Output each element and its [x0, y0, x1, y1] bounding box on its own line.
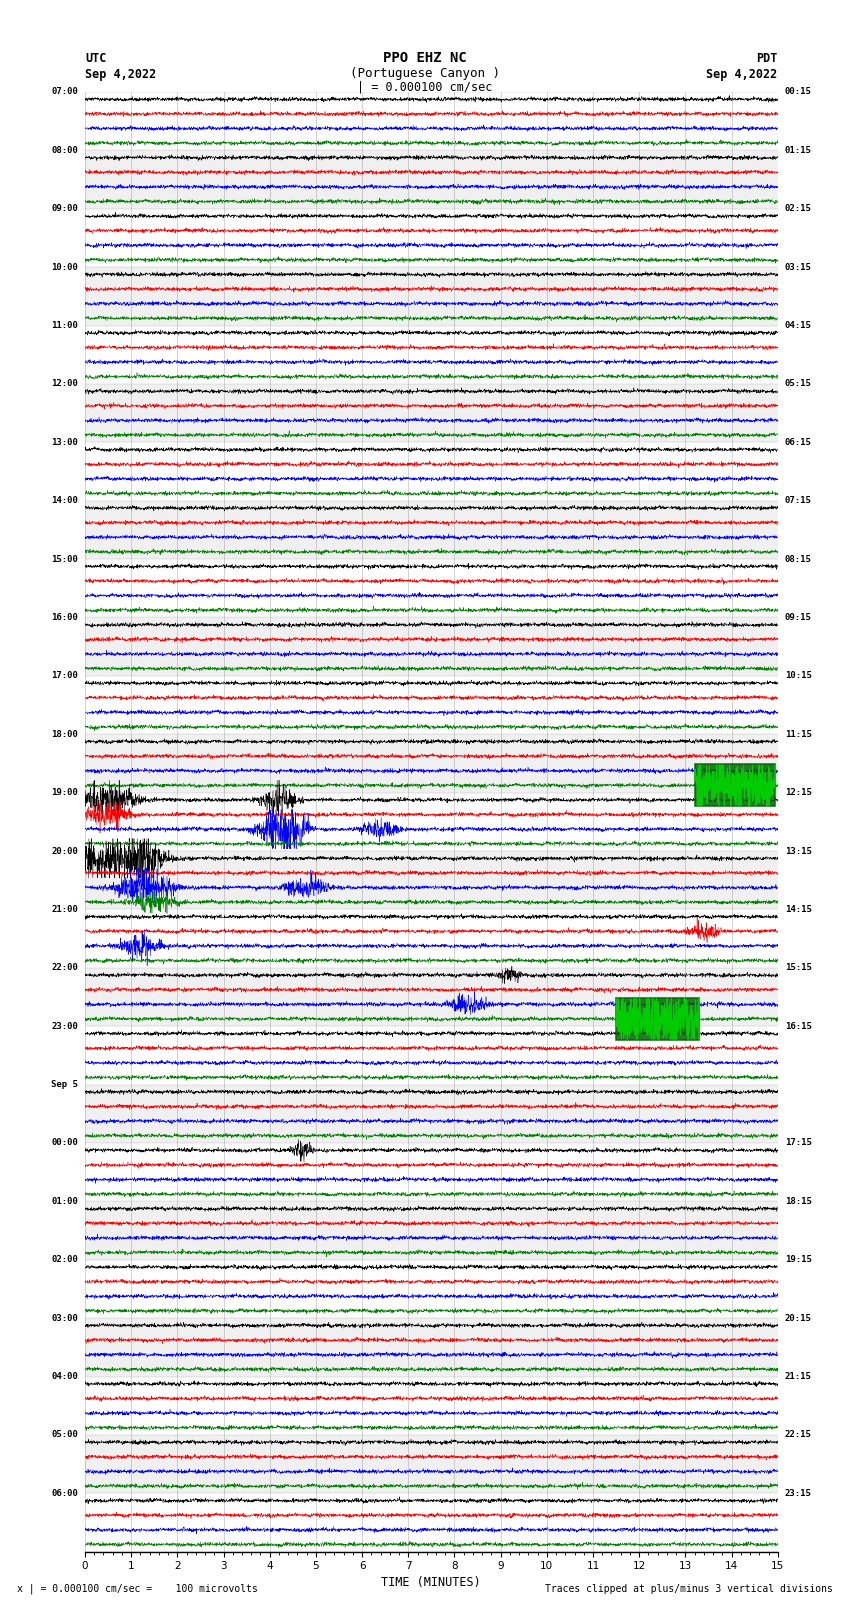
Text: 11:00: 11:00: [51, 321, 78, 331]
Text: 15:15: 15:15: [785, 963, 812, 973]
Text: | = 0.000100 cm/sec: | = 0.000100 cm/sec: [357, 81, 493, 94]
Text: 03:00: 03:00: [51, 1313, 78, 1323]
Text: PPO EHZ NC: PPO EHZ NC: [383, 52, 467, 65]
Bar: [85, 1202, 778, 1260]
Bar: [85, 1494, 778, 1552]
Text: 04:15: 04:15: [785, 321, 812, 331]
Bar: [85, 1318, 778, 1376]
Text: 10:00: 10:00: [51, 263, 78, 271]
Bar: [85, 792, 778, 852]
Text: 14:15: 14:15: [785, 905, 812, 915]
Text: 11:15: 11:15: [785, 729, 812, 739]
Bar: [694, 765, 775, 806]
Bar: [85, 326, 778, 384]
Text: Sep 4,2022: Sep 4,2022: [85, 68, 156, 81]
Bar: [85, 500, 778, 560]
Bar: [85, 676, 778, 734]
Bar: [616, 998, 700, 1040]
Text: 21:00: 21:00: [51, 905, 78, 915]
Text: 07:00: 07:00: [51, 87, 78, 97]
Bar: [85, 268, 778, 326]
Text: (Portuguese Canyon ): (Portuguese Canyon ): [350, 66, 500, 79]
Text: 06:15: 06:15: [785, 437, 812, 447]
Text: 16:15: 16:15: [785, 1021, 812, 1031]
Text: 20:00: 20:00: [51, 847, 78, 855]
Text: 08:15: 08:15: [785, 555, 812, 563]
Text: PDT: PDT: [756, 52, 778, 65]
Text: 22:15: 22:15: [785, 1431, 812, 1439]
Text: 19:15: 19:15: [785, 1255, 812, 1265]
Text: 17:00: 17:00: [51, 671, 78, 681]
Text: 13:15: 13:15: [785, 847, 812, 855]
Bar: [85, 1026, 778, 1084]
Bar: [85, 1144, 778, 1202]
Bar: [85, 1260, 778, 1318]
Bar: [85, 852, 778, 910]
Text: 07:15: 07:15: [785, 497, 812, 505]
Bar: [85, 968, 778, 1026]
Text: 01:15: 01:15: [785, 145, 812, 155]
Text: x | = 0.000100 cm/sec =    100 microvolts: x | = 0.000100 cm/sec = 100 microvolts: [17, 1582, 258, 1594]
Text: 17:15: 17:15: [785, 1139, 812, 1147]
Text: 09:15: 09:15: [785, 613, 812, 623]
Text: 22:00: 22:00: [51, 963, 78, 973]
Text: 04:00: 04:00: [51, 1373, 78, 1381]
Text: 14:00: 14:00: [51, 497, 78, 505]
Text: 18:00: 18:00: [51, 729, 78, 739]
Text: 15:00: 15:00: [51, 555, 78, 563]
Bar: [85, 384, 778, 442]
Text: 02:00: 02:00: [51, 1255, 78, 1265]
Text: 10:15: 10:15: [785, 671, 812, 681]
Text: 00:00: 00:00: [51, 1139, 78, 1147]
Text: 16:00: 16:00: [51, 613, 78, 623]
Text: 01:00: 01:00: [51, 1197, 78, 1207]
Text: 12:15: 12:15: [785, 789, 812, 797]
Text: 00:15: 00:15: [785, 87, 812, 97]
Bar: [85, 442, 778, 500]
Bar: [85, 208, 778, 268]
Text: 09:00: 09:00: [51, 205, 78, 213]
Text: Sep 4,2022: Sep 4,2022: [706, 68, 778, 81]
Bar: [85, 150, 778, 208]
Bar: [85, 92, 778, 150]
Text: 12:00: 12:00: [51, 379, 78, 389]
Text: Traces clipped at plus/minus 3 vertical divisions: Traces clipped at plus/minus 3 vertical …: [545, 1584, 833, 1594]
Bar: [85, 1436, 778, 1494]
Bar: [85, 1084, 778, 1144]
Text: 23:00: 23:00: [51, 1021, 78, 1031]
Text: 23:15: 23:15: [785, 1489, 812, 1498]
Text: 05:00: 05:00: [51, 1431, 78, 1439]
Text: 05:15: 05:15: [785, 379, 812, 389]
Text: 20:15: 20:15: [785, 1313, 812, 1323]
X-axis label: TIME (MINUTES): TIME (MINUTES): [382, 1576, 481, 1589]
Text: Sep 5: Sep 5: [51, 1081, 78, 1089]
Text: 19:00: 19:00: [51, 789, 78, 797]
Bar: [85, 560, 778, 618]
Text: 18:15: 18:15: [785, 1197, 812, 1207]
Bar: [85, 734, 778, 792]
Bar: [85, 1376, 778, 1436]
Text: 03:15: 03:15: [785, 263, 812, 271]
Text: 06:00: 06:00: [51, 1489, 78, 1498]
Text: 21:15: 21:15: [785, 1373, 812, 1381]
Bar: [85, 618, 778, 676]
Text: UTC: UTC: [85, 52, 106, 65]
Text: 08:00: 08:00: [51, 145, 78, 155]
Text: 02:15: 02:15: [785, 205, 812, 213]
Bar: [85, 910, 778, 968]
Text: 13:00: 13:00: [51, 437, 78, 447]
